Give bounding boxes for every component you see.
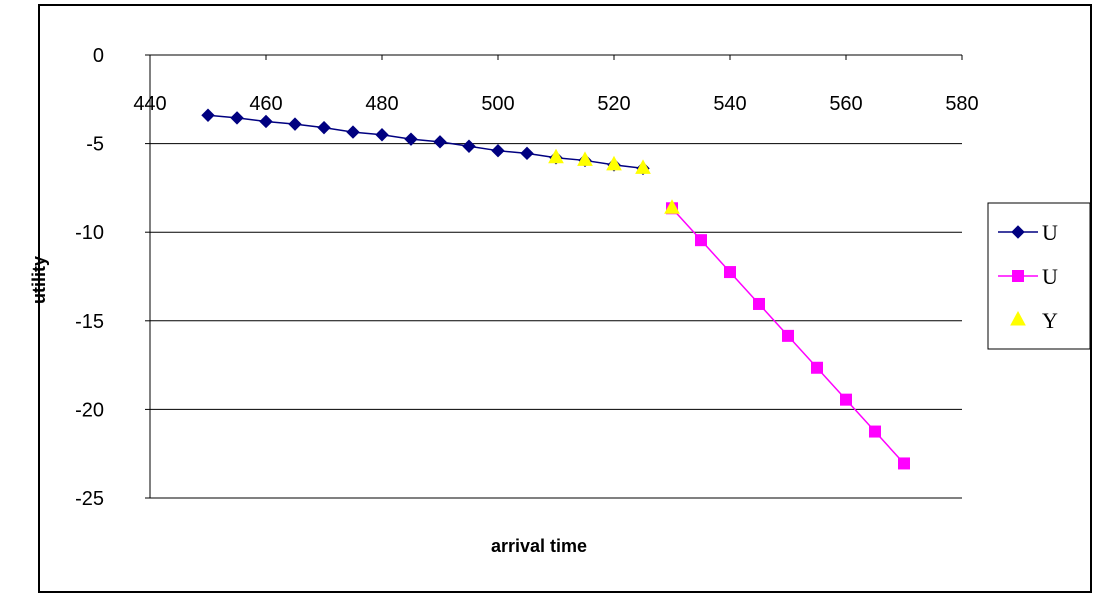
data-point-square xyxy=(898,457,910,470)
y-tick-label: -10 xyxy=(75,222,104,244)
data-point-diamond xyxy=(230,111,244,125)
data-point-square xyxy=(840,393,852,406)
x-tick-label: 460 xyxy=(249,93,282,115)
data-point-diamond xyxy=(317,120,331,135)
series-2 xyxy=(548,148,680,214)
data-point-square xyxy=(869,425,881,438)
chart-frame xyxy=(38,4,1092,593)
data-point-square xyxy=(695,234,707,247)
x-tick-label: 500 xyxy=(481,93,514,115)
data-point-square xyxy=(753,297,765,310)
x-axis-title: arrival time xyxy=(491,536,587,556)
y-tick-label: -20 xyxy=(75,399,104,421)
y-tick-label: -25 xyxy=(75,488,104,510)
x-tick-label: 580 xyxy=(945,93,978,115)
data-point-diamond xyxy=(462,139,476,153)
legend-label: Y xyxy=(1042,308,1058,333)
legend: UUY xyxy=(987,202,1091,350)
data-point-diamond xyxy=(259,114,273,129)
data-point-triangle xyxy=(664,199,680,214)
y-axis-title: utility xyxy=(29,256,49,304)
y-tick-label: -15 xyxy=(75,311,104,333)
data-point-triangle xyxy=(635,159,651,174)
grid-layer xyxy=(145,54,963,499)
data-point-diamond xyxy=(433,135,447,149)
data-point-triangle xyxy=(548,148,564,164)
data-point-triangle xyxy=(606,155,622,171)
x-tick-label: 520 xyxy=(597,93,630,115)
series-layer xyxy=(201,108,910,470)
y-tick-label: -5 xyxy=(86,134,104,156)
legend-label: U xyxy=(1042,264,1058,289)
x-tick-label: 540 xyxy=(713,93,746,115)
legend-label: U xyxy=(1042,220,1058,245)
y-tick-label: 0 xyxy=(93,45,104,67)
legend-item: U xyxy=(998,220,1058,245)
x-tick-label: 560 xyxy=(829,93,862,115)
series-line xyxy=(207,114,644,170)
data-point-triangle xyxy=(577,151,593,166)
data-point-diamond xyxy=(201,108,215,122)
legend-item: Y xyxy=(1010,308,1058,333)
data-point-diamond xyxy=(520,146,534,161)
series-0 xyxy=(201,108,650,176)
data-point-square xyxy=(811,361,823,374)
data-point-triangle xyxy=(1010,310,1026,326)
data-point-square xyxy=(724,266,736,279)
data-point-diamond xyxy=(1011,225,1025,239)
x-tick-label: 480 xyxy=(365,93,398,115)
x-tick-label: 440 xyxy=(133,93,166,115)
data-point-square xyxy=(1012,270,1024,282)
data-point-diamond xyxy=(404,132,418,146)
data-point-diamond xyxy=(491,143,505,158)
series-1 xyxy=(666,202,910,470)
legend-item: U xyxy=(998,264,1058,289)
label-layer: 0 -5 -10 -15 -20 -25 440 460 480 500 520 540 560 580 xyxy=(75,45,979,510)
data-point-diamond xyxy=(288,117,302,131)
data-point-diamond xyxy=(375,128,389,142)
data-point-diamond xyxy=(346,125,360,139)
data-point-square xyxy=(782,329,794,342)
